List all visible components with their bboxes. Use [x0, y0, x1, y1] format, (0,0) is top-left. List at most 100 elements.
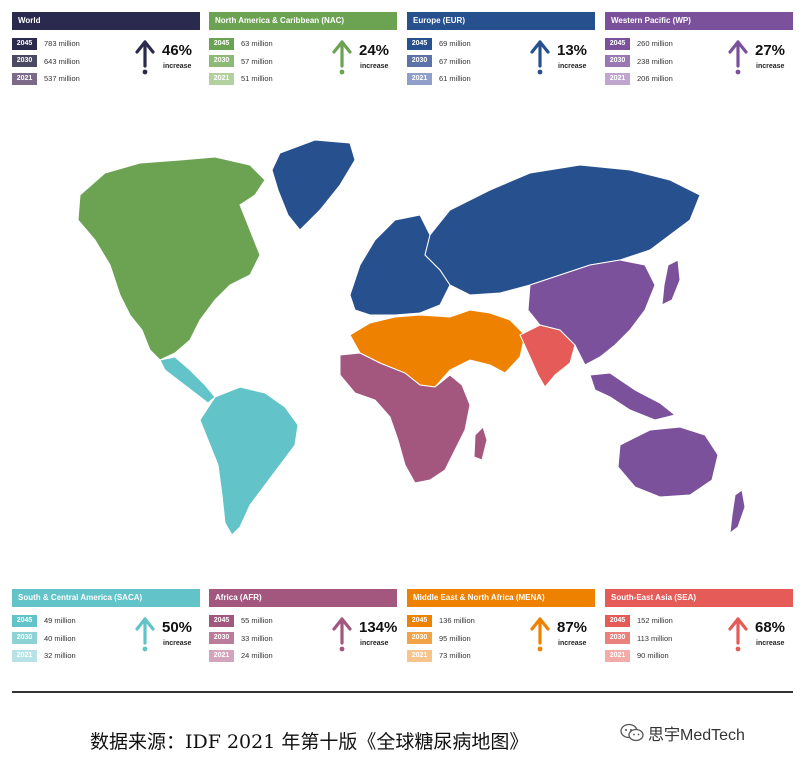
stat-value: 33 million	[241, 633, 273, 643]
stat-value: 51 million	[241, 74, 273, 83]
stat-row: 2045 783 million	[12, 37, 80, 50]
region-panel-sea: South-East Asia (SEA) 2045 152 million 2030…	[605, 589, 793, 669]
region-title: Western Pacific (WP)	[605, 12, 793, 30]
region-stats: 2045 49 million 2030 40 million 2021 32 milli…	[12, 614, 76, 667]
stat-value: 643 million	[44, 56, 80, 66]
region-panel-wp: Western Pacific (WP) 2045 260 million 2030 2…	[605, 12, 793, 92]
source-caption: 数据来源：IDF 2021 年第十版《全球糖尿病地图》	[90, 731, 529, 753]
stat-row: 2021 90 million	[605, 649, 673, 662]
divider	[12, 691, 793, 693]
year-badge: 2030	[12, 55, 37, 67]
up-arrow-icon	[728, 617, 748, 652]
map-region-japan	[661, 259, 681, 306]
up-arrow-icon	[530, 617, 550, 652]
stat-value: 69 million	[439, 39, 471, 48]
up-arrow-icon	[530, 40, 550, 75]
year-badge: 2045	[605, 37, 630, 50]
stat-value: 260 million	[637, 39, 673, 48]
increase-percent: 46%	[162, 42, 193, 59]
watermark-text: 思宇MedTech	[648, 727, 745, 744]
stat-row: 2030 113 million	[605, 632, 673, 645]
stat-value: 67 million	[439, 56, 471, 66]
map-region-new-zealand	[729, 489, 746, 535]
stat-value: 61 million	[439, 74, 471, 83]
stat-value: 63 million	[241, 39, 273, 48]
stat-row: 2030 33 million	[209, 632, 273, 645]
region-stats: 2045 63 million 2030 57 million 2021 51 milli…	[209, 37, 273, 90]
stat-row: 2021 73 million	[407, 649, 475, 662]
stat-row: 2030 67 million	[407, 55, 471, 68]
map-region-south-america	[199, 386, 299, 536]
stat-value: 206 million	[637, 74, 673, 83]
region-title: World	[12, 12, 200, 30]
year-badge: 2030	[605, 55, 630, 67]
map-region-central-america	[159, 356, 216, 404]
year-badge: 2030	[12, 632, 37, 644]
stat-row: 2021 51 million	[209, 72, 273, 85]
increase-percent: 50%	[162, 619, 193, 636]
region-stats: 2045 783 million 2030 643 million 2021 537 mi…	[12, 37, 80, 90]
region-panel-mena: Middle East & North Africa (MENA) 2045 136…	[407, 589, 595, 669]
stat-row: 2030 643 million	[12, 55, 80, 68]
stat-row: 2021 32 million	[12, 649, 76, 662]
stat-row: 2045 63 million	[209, 37, 273, 50]
year-badge: 2030	[605, 632, 630, 644]
region-panel-afr: Africa (AFR) 2045 55 million 2030 33 million…	[209, 589, 397, 669]
watermark: 思宇MedTech	[620, 721, 745, 745]
region-title: South & Central America (SACA)	[12, 589, 200, 607]
year-badge: 2045	[12, 37, 37, 50]
region-title: Africa (AFR)	[209, 589, 397, 607]
year-badge: 2045	[12, 614, 37, 627]
increase-label: increase	[163, 63, 192, 70]
stat-row: 2045 136 million	[407, 614, 475, 627]
stat-row: 2030 40 million	[12, 632, 76, 645]
stat-row: 2030 95 million	[407, 632, 475, 645]
year-badge: 2021	[209, 72, 234, 85]
increase-label: increase	[558, 63, 587, 70]
up-arrow-icon	[728, 40, 748, 75]
map-region-africa	[339, 352, 471, 484]
up-arrow-icon	[332, 617, 352, 652]
increase-percent: 68%	[755, 619, 786, 636]
increase-label: increase	[163, 640, 192, 647]
stat-row: 2045 152 million	[605, 614, 673, 627]
up-arrow-icon	[135, 617, 155, 652]
region-stats: 2045 260 million 2030 238 million 2021 206 mi…	[605, 37, 673, 90]
year-badge: 2021	[407, 649, 432, 662]
stat-value: 49 million	[44, 616, 76, 625]
increase-label: increase	[360, 63, 389, 70]
increase-percent: 134%	[359, 619, 398, 636]
year-badge: 2021	[605, 649, 630, 662]
year-badge: 2021	[407, 72, 432, 85]
stat-value: 57 million	[241, 56, 273, 66]
stat-row: 2045 69 million	[407, 37, 471, 50]
stat-row: 2045 55 million	[209, 614, 273, 627]
map-region-russia	[424, 164, 701, 296]
region-panel-nac: North America & Caribbean (NAC) 2045 63 mi…	[209, 12, 397, 92]
stat-row: 2045 260 million	[605, 37, 673, 50]
year-badge: 2021	[209, 649, 234, 662]
stat-row: 2021 537 million	[12, 72, 80, 85]
year-badge: 2030	[407, 55, 432, 67]
stat-value: 152 million	[637, 616, 673, 625]
world-map	[77, 139, 746, 536]
increase-label: increase	[756, 640, 785, 647]
map-region-greenland	[271, 139, 356, 231]
year-badge: 2030	[407, 632, 432, 644]
stat-value: 32 million	[44, 651, 76, 660]
increase-label: increase	[756, 63, 785, 70]
stat-row: 2021 24 million	[209, 649, 273, 662]
stat-value: 90 million	[637, 651, 669, 660]
region-title: Middle East & North Africa (MENA)	[407, 589, 595, 607]
stat-value: 73 million	[439, 651, 471, 660]
increase-label: increase	[558, 640, 587, 647]
region-title: Europe (EUR)	[407, 12, 595, 30]
stat-value: 55 million	[241, 616, 273, 625]
map-region-nac	[77, 156, 266, 361]
region-panel-eur: Europe (EUR) 2045 69 million 2030 67 million…	[407, 12, 595, 92]
region-stats: 2045 69 million 2030 67 million 2021 61 milli…	[407, 37, 471, 90]
up-arrow-icon	[332, 40, 352, 75]
increase-label: increase	[360, 640, 389, 647]
year-badge: 2045	[407, 614, 432, 627]
map-region-australia	[617, 426, 719, 498]
